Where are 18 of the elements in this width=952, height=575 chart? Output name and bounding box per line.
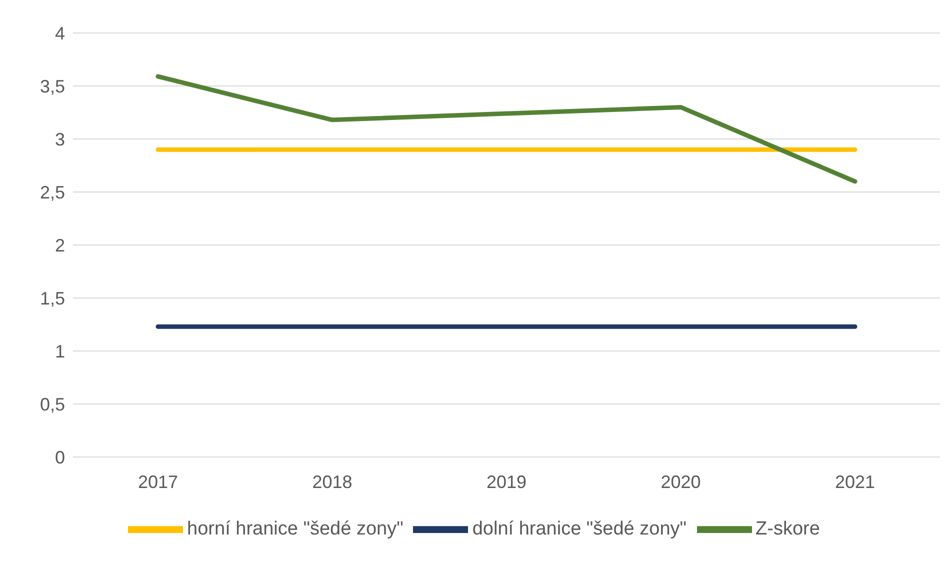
y-tick-label: 2,5 bbox=[40, 182, 65, 202]
y-tick-label: 1,5 bbox=[40, 288, 65, 308]
y-tick-label: 0 bbox=[54, 447, 65, 468]
x-tick-label: 2021 bbox=[834, 472, 876, 492]
x-tick-label: 2017 bbox=[138, 472, 178, 492]
x-tick-label: 2018 bbox=[312, 472, 352, 492]
legend-label: Z-skore bbox=[756, 518, 820, 540]
y-tick-label: 0,5 bbox=[40, 394, 65, 414]
y-tick-label: 3,5 bbox=[40, 76, 65, 96]
legend-label: dolní hranice "šedé zony" bbox=[472, 518, 687, 540]
x-tick-label: 2020 bbox=[660, 472, 701, 492]
y-tick-label: 2 bbox=[54, 235, 65, 256]
y-tick-label: 1 bbox=[54, 341, 65, 362]
x-tick-label: 2019 bbox=[486, 472, 527, 492]
line-series bbox=[156, 74, 858, 184]
legend-label: horní hranice "šedé zony" bbox=[187, 518, 404, 540]
y-tick-label: 4 bbox=[54, 23, 65, 44]
y-tick-label: 3 bbox=[54, 129, 65, 150]
